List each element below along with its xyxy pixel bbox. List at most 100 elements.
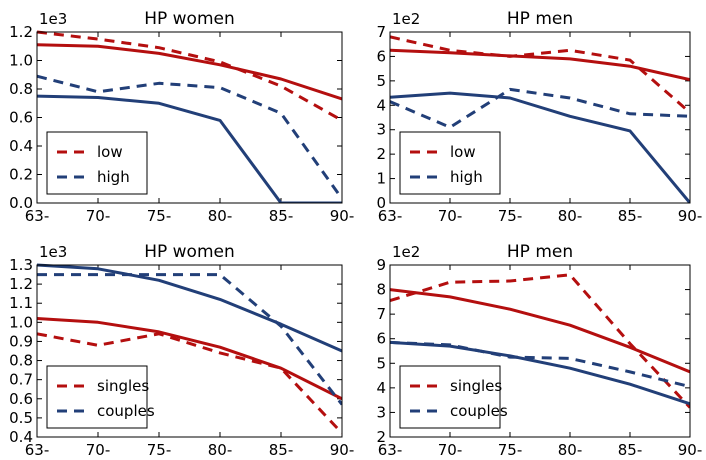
chart-panel-4: HP men 1e2 2 3 4 5 6 7 8 9 63- 70- 75- 80- 85- 90- singl…: [376, 242, 702, 459]
plot-frame: [389, 264, 691, 438]
x-tick-label: 75-: [498, 441, 523, 459]
x-tick-label: 75-: [147, 441, 172, 459]
y-tick-label: 6: [376, 47, 386, 65]
y-tick-label: 0.8: [9, 80, 33, 98]
x-tick-label: 85-: [618, 441, 643, 459]
legend-label: singles: [450, 377, 502, 395]
x-tick-label: 90-: [330, 441, 355, 459]
x-tick-label: 80-: [208, 441, 233, 459]
y-tick-label: 2: [376, 428, 386, 446]
axis-scale-label: 1e2: [392, 10, 420, 28]
chart-panel-3: HP women 1e3 0.40.50.60.70.8 0.91.01.11.21.…: [9, 242, 354, 459]
x-tick-label: 90-: [678, 207, 703, 225]
panel-title: HP men: [507, 242, 573, 262]
y-tick-label: 0.6: [9, 109, 33, 127]
x-tick-label: 90-: [330, 207, 355, 225]
axis-scale-label: 1e3: [39, 243, 67, 261]
legend-box: [46, 131, 148, 195]
series-line-blue-solid: [37, 263, 342, 353]
y-tick-label: 0.8: [9, 352, 33, 370]
x-tick-label: 85-: [269, 207, 294, 225]
y-tick-label: 0.9: [9, 332, 33, 350]
x-tick-label: 70-: [86, 207, 111, 225]
y-tick-label: 0.0: [9, 194, 33, 212]
chart-panel-2: HP men 1e2 0 1 2 3 4 5 6 7 63- 70- 75- 80- 85- 90- low hi…: [376, 9, 702, 225]
y-tick-label: 3: [376, 403, 386, 421]
plot-frame: [36, 264, 343, 438]
y-tick-label: 4: [376, 379, 386, 397]
y-tick-label: 1.2: [9, 23, 33, 41]
series-line-blue-solid: [390, 91, 690, 203]
y-tick-label: 7: [376, 23, 386, 41]
y-tick-label: 1: [376, 170, 386, 188]
y-tick-label: 1.3: [9, 256, 33, 274]
plot-frame: [389, 31, 691, 204]
legend-label: high: [450, 168, 483, 186]
y-tick-label: 7: [376, 305, 386, 323]
y-tick-label: 1.0: [9, 313, 33, 331]
y-tick-label: 5: [376, 354, 386, 372]
y-tick-label: 0.4: [9, 137, 33, 155]
y-tick-label: 0.5: [9, 409, 33, 427]
x-tick-label: 70-: [86, 441, 111, 459]
x-tick-label: 63-: [378, 441, 403, 459]
legend-label: couples: [97, 402, 155, 420]
x-tick-label: 70-: [438, 441, 463, 459]
legend-box: [46, 365, 148, 429]
legend-label: singles: [97, 377, 149, 395]
y-tick-label: 1.1: [9, 294, 33, 312]
y-tick-label: 1.2: [9, 275, 33, 293]
x-tick-label: 90-: [678, 441, 703, 459]
x-tick-label: 63-: [25, 207, 50, 225]
y-tick-label: 8: [376, 281, 386, 299]
x-tick-label: 70-: [438, 207, 463, 225]
series-line-blue-dashed: [390, 87, 690, 129]
legend: low high: [399, 131, 501, 195]
x-tick-label: 85-: [269, 441, 294, 459]
series-line-red-dashed: [37, 30, 342, 122]
series-line-red-dashed: [390, 35, 690, 114]
x-tick-label: 75-: [498, 207, 523, 225]
y-tick-label: 4: [376, 96, 386, 114]
series-line-red-dashed: [390, 273, 690, 409]
series-line-red-solid: [37, 43, 342, 101]
plot-frame: [36, 31, 343, 204]
y-tick-label: 0.4: [9, 428, 33, 446]
series-line-blue-dashed: [37, 74, 342, 200]
y-tick-label: 6: [376, 330, 386, 348]
y-tick-label: 1.0: [9, 52, 33, 70]
y-tick-label: 0.6: [9, 390, 33, 408]
legend-box: [399, 131, 501, 195]
series-line-blue-solid: [37, 94, 342, 203]
axis-scale-label: 1e2: [392, 243, 420, 261]
panel-title: HP women: [144, 9, 235, 29]
x-tick-label: 80-: [558, 207, 583, 225]
y-tick-label: 0.2: [9, 166, 33, 184]
y-tick-label: 2: [376, 145, 386, 163]
legend: singles couples: [399, 365, 508, 429]
series-line-red-dashed: [37, 332, 342, 435]
x-tick-label: 85-: [618, 207, 643, 225]
y-tick-label: 3: [376, 121, 386, 139]
x-tick-label: 80-: [558, 441, 583, 459]
chart-panel-1: HP women 1e3 0.0 0.2 0.4 0.6 0.8 1.0 1.2 63- 70- 75…: [9, 9, 354, 225]
x-tick-label: 75-: [147, 207, 172, 225]
legend-box: [399, 365, 501, 429]
y-tick-label: 0: [376, 194, 386, 212]
series-line-red-solid: [390, 288, 690, 374]
y-tick-label: 5: [376, 72, 386, 90]
legend: low high: [46, 131, 148, 195]
legend-label: low: [97, 143, 123, 161]
legend-label: high: [97, 168, 130, 186]
series-line-red-solid: [37, 317, 342, 401]
x-tick-label: 63-: [25, 441, 50, 459]
axis-scale-label: 1e3: [39, 10, 67, 28]
series-line-blue-dashed: [37, 273, 342, 406]
legend-label: couples: [450, 402, 508, 420]
y-tick-label: 9: [376, 256, 386, 274]
x-tick-label: 63-: [378, 207, 403, 225]
series-line-blue-solid: [390, 340, 690, 406]
legend: singles couples: [46, 365, 155, 429]
panel-title: HP women: [144, 242, 235, 262]
